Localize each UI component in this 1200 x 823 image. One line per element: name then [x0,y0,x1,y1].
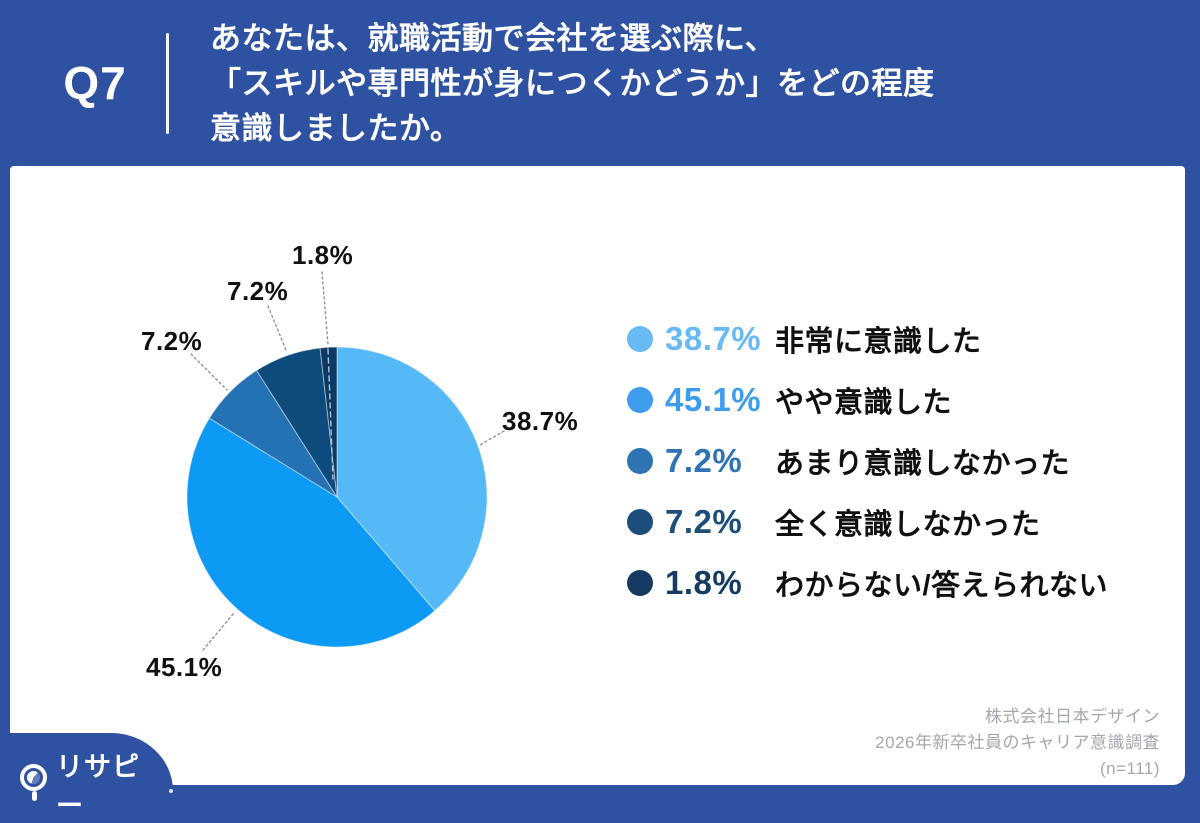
source-line1: 株式会社日本デザイン [985,707,1160,726]
question-number: Q7 [63,57,127,109]
legend: 38.7% 非常に意識した 45.1% やや意識した 7.2% あまり意識しなかった 7.2… [627,319,1108,627]
magnifier-handle [31,791,37,801]
pie-data-label-7-2-b: 7.2% [227,276,289,306]
source-line2: 2026年新卒社員のキャリア意識調査 [875,733,1160,752]
legend-percent: 7.2% [665,441,743,479]
legend-percent: 7.2% [665,502,743,540]
pie-data-label-7-2-a: 7.2% [141,326,203,356]
magnifier-pie-fill [27,771,40,784]
brand-logo-mark [169,789,173,793]
question-title-line2: 「スキルや専門性が身につくかどうか」をどの程度 [210,66,935,101]
question-title-line3: 意識しましたか。 [210,111,462,146]
legend-dot-icon [627,447,653,474]
source-line3: (n=111) [1099,759,1160,778]
question-title-line1: あなたは、就職活動で会社を選ぶ際に、 [210,21,777,56]
legend-dot-icon [627,325,653,352]
question-title: あなたは、就職活動で会社を選ぶ際に、 「スキルや専門性が身につくかどうか」をどの… [210,16,935,151]
brand-logo-tab: リサピー [0,733,173,821]
legend-dot-icon [627,508,653,535]
legend-dot-icon [627,386,653,413]
legend-label: 非常に意識した [775,325,982,358]
brand-logo: リサピー [20,745,173,823]
legend-percent: 1.8% [665,563,743,601]
legend-item-3: 7.2% 全く意識しなかった [627,502,1108,541]
legend-item-1: 45.1% やや意識した [627,380,1108,419]
legend-label: あまり意識しなかった [775,447,1071,480]
pie-data-label-38-7: 38.7% [502,406,579,436]
legend-item-4: 1.8% わからない/答えられない [627,563,1108,602]
brand-logo-text: リサピー [56,752,141,821]
question-header: Q7 あなたは、就職活動で会社を選ぶ際に、 「スキルや専門性が身につくかどうか」… [0,0,1200,166]
header-divider [166,33,169,134]
legend-label: 全く意識しなかった [775,508,1041,541]
legend-label: やや意識した [775,386,953,419]
pie-data-label-45-1: 45.1% [146,652,223,682]
source-note: 株式会社日本デザイン 2026年新卒社員のキャリア意識調査 (n=111) [875,704,1160,782]
magnifier-ring [20,764,47,791]
legend-item-0: 38.7% 非常に意識した [627,319,1108,358]
legend-percent: 38.7% [665,319,762,357]
pie-data-label-1-8: 1.8% [292,240,354,270]
legend-dot-icon [627,569,653,596]
legend-item-2: 7.2% あまり意識しなかった [627,441,1108,480]
legend-label: わからない/答えられない [775,569,1109,602]
legend-percent: 45.1% [665,380,762,418]
magnifier-pie-icon [20,764,47,804]
